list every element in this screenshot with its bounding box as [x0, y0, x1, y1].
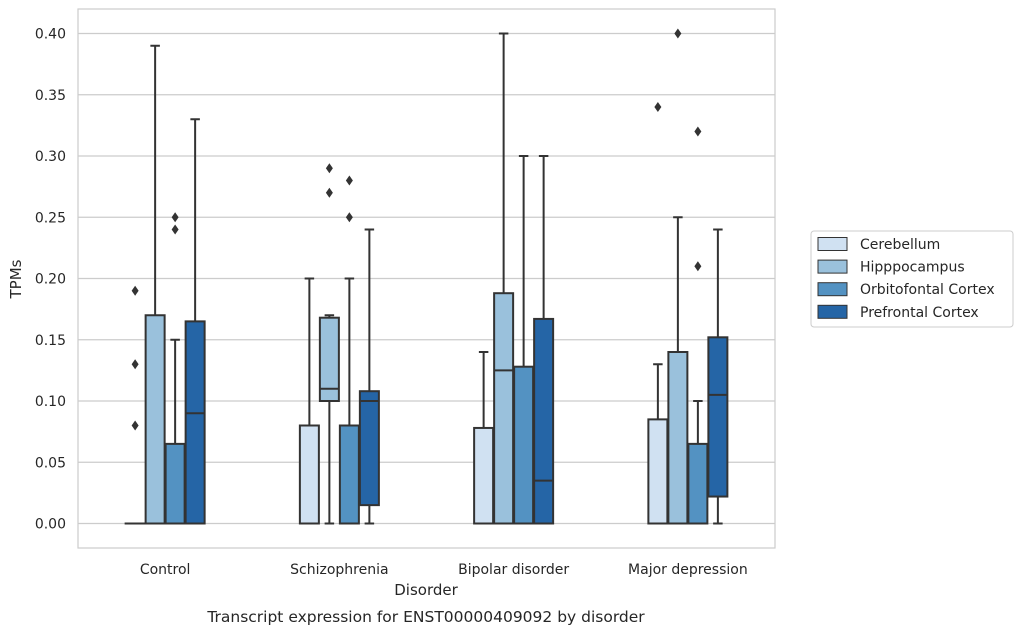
box-group: [338, 175, 360, 525]
box: [647, 418, 669, 525]
outlier-marker: [131, 420, 139, 431]
box-group: [687, 126, 709, 525]
legend-frame: [810, 230, 1014, 328]
outlier-marker: [131, 359, 139, 370]
box: [358, 390, 380, 507]
y-tick-label: 0.30: [35, 149, 66, 165]
legend-label: Orbitofontal Cortex: [860, 282, 995, 298]
outlier-marker: [345, 175, 353, 186]
outlier-marker: [171, 212, 179, 223]
y-axis-ticks: 0.00 0.05 0.10 0.15 0.20 0.25 0.30 0.35 0.40: [35, 27, 66, 533]
box: [144, 314, 166, 525]
box: [298, 424, 320, 525]
y-tick-label: 0.05: [35, 455, 66, 471]
legend-swatch: [817, 259, 848, 274]
box-group: [144, 44, 166, 525]
box: [707, 336, 729, 498]
box-group: [533, 155, 555, 525]
y-tick-label: 0.15: [35, 333, 66, 349]
x-axis-ticks: Control Schizophrenia Bipolar disorder Majo…: [140, 562, 748, 578]
box: [164, 442, 186, 525]
legend-swatch: [817, 282, 848, 297]
box: [184, 320, 206, 525]
legend-label: Hipppocampus: [860, 260, 965, 276]
outlier-marker: [325, 187, 333, 198]
legend-label: Cerebellum: [860, 237, 940, 253]
y-tick-label: 0.20: [35, 272, 66, 288]
box: [473, 426, 495, 525]
outlier-marker: [694, 261, 702, 272]
x-tick-label: Schizophrenia: [290, 562, 388, 578]
y-tick-label: 0.00: [35, 517, 66, 533]
outlier-marker: [325, 163, 333, 174]
box: [687, 442, 709, 525]
box-group: [473, 351, 495, 525]
box-group: [647, 102, 669, 525]
outlier-marker: [674, 28, 682, 39]
legend-swatch: [817, 237, 848, 251]
y-axis-label: TPMs: [7, 259, 25, 299]
box-group: [298, 277, 320, 525]
y-tick-label: 0.40: [35, 27, 66, 43]
x-tick-label: Bipolar disorder: [458, 562, 569, 578]
x-tick-label: Major depression: [628, 562, 748, 578]
box: [338, 424, 360, 525]
legend-label: Prefrontal Cortex: [860, 305, 979, 321]
box-group: [667, 28, 689, 525]
legend: Cerebellum Hipppocampus Orbitofontal Corte…: [810, 230, 1014, 328]
legend-swatch: [817, 304, 848, 319]
chart-caption: Transcript expression for ENST0000040909…: [206, 608, 645, 626]
box-group: [358, 228, 380, 525]
box-group: [318, 163, 340, 525]
outlier-marker: [171, 224, 179, 235]
box-group: [493, 32, 515, 525]
outlier-marker: [131, 285, 139, 296]
box-group: [707, 228, 729, 525]
y-tick-label: 0.35: [35, 88, 66, 104]
outlier-marker: [694, 126, 702, 137]
box: [667, 351, 689, 525]
box: [493, 292, 515, 525]
plot-area-frame: [77, 8, 776, 549]
box-group: [124, 285, 146, 525]
box: [513, 365, 535, 525]
box: [318, 316, 340, 403]
y-tick-label: 0.25: [35, 210, 66, 226]
y-tick-label: 0.10: [35, 394, 66, 410]
box-group: [164, 212, 186, 525]
outlier-marker: [654, 102, 662, 112]
box: [533, 317, 555, 525]
box-group: [513, 155, 535, 525]
x-tick-label: Control: [140, 562, 191, 578]
outlier-marker: [345, 212, 353, 223]
box-plot-series: [124, 28, 729, 525]
x-axis-label: Disorder: [394, 581, 458, 599]
box-group: [184, 118, 206, 525]
